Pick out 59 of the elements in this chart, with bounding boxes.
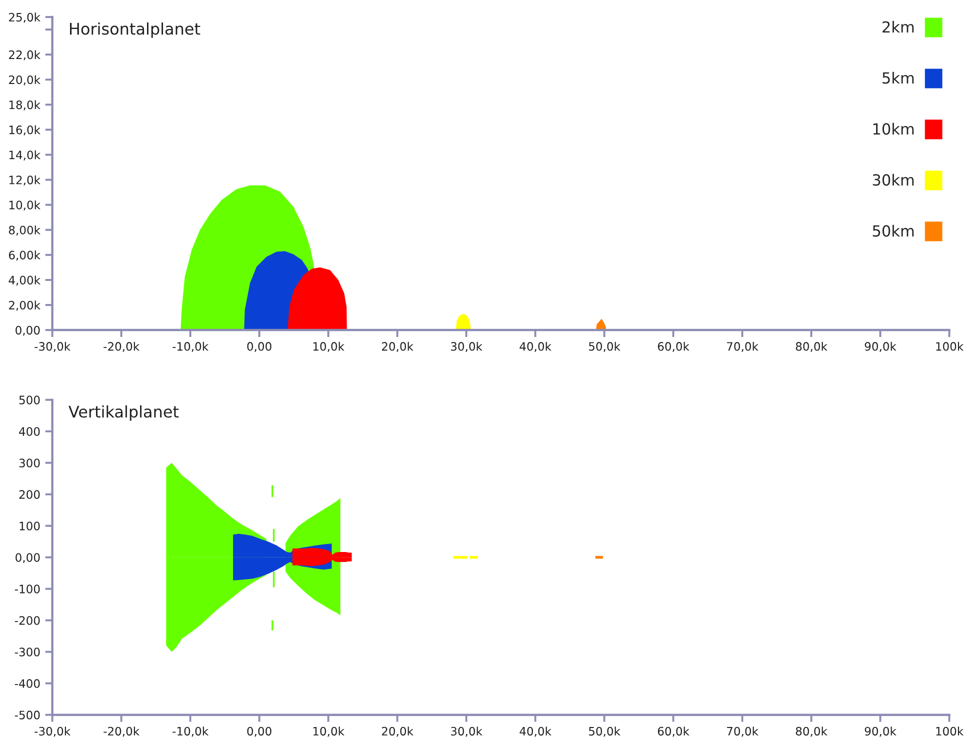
x-tick-label: 80,0k (796, 726, 828, 737)
x-tick-label: -30,0k (34, 726, 71, 737)
y-tick-label: 18,0k (9, 100, 40, 110)
y-tick-label: 2,00k (9, 300, 40, 311)
legend-label: 5km (882, 72, 914, 84)
y-tick-label: 14,0k (9, 150, 40, 160)
x-tick-label: 20,0k (382, 342, 414, 352)
y-tick-label: 22,0k (9, 50, 40, 60)
x-tick-label: 10,0k (313, 342, 344, 352)
x-tick-label: 20,0k (382, 726, 414, 737)
x-tick-label: 100k (936, 342, 964, 351)
y-tick-label: -200 (14, 616, 40, 625)
y-tick-label: 0,00 (16, 553, 40, 564)
x-tick-label: 40,0k (520, 726, 552, 737)
y-tick-label: 10,0k (9, 200, 40, 211)
y-tick-label: 8,00k (8, 225, 40, 236)
x-tick-label: 90,0k (864, 342, 896, 352)
x-tick-label: 50,0k (589, 342, 620, 352)
y-tick-label: 6,00k (8, 250, 40, 261)
legend-label: 2km (882, 20, 914, 33)
y-tick-label: 200 (19, 490, 40, 499)
x-tick-label: 80,0k (796, 342, 828, 352)
y-tick-label: 12,0k (9, 175, 40, 186)
y-tick-label: 0,00 (16, 326, 40, 336)
x-tick-label: 0,00 (247, 342, 272, 352)
x-tick-label: 30,0k (450, 342, 482, 352)
y-tick-label: 25,0k (9, 12, 40, 23)
x-tick-label: 60,0k (658, 342, 690, 352)
x-tick-label: 100k (936, 726, 964, 736)
x-tick-label: -20,0k (104, 726, 140, 737)
legend-label: 50km (872, 224, 914, 237)
y-tick-label: -300 (14, 648, 40, 656)
x-tick-label: 70,0k (727, 342, 758, 352)
y-tick-label: 4,00k (8, 276, 40, 286)
legend-label: 30km (872, 174, 914, 186)
x-tick-label: -30,0k (34, 342, 71, 352)
legend-label: 10km (873, 122, 914, 135)
y-tick-label: 500 (19, 396, 40, 404)
x-tick-label: -10,0k (172, 726, 209, 737)
x-tick-label: 10,0k (313, 726, 344, 737)
y-tick-label: -100 (14, 584, 40, 594)
x-tick-label: 70,0k (727, 726, 758, 737)
y-tick-label: 100 (20, 522, 40, 530)
x-tick-label: 50,0k (589, 726, 620, 737)
y-tick-label: 400 (19, 427, 40, 436)
x-tick-label: -10,0k (172, 342, 209, 352)
chart-title: Vertikalplanet (68, 405, 179, 421)
x-tick-label: 90,0k (864, 726, 896, 737)
y-tick-label: 20,0k (9, 75, 40, 86)
x-tick-label: 0,00 (247, 726, 272, 737)
y-tick-label: 16,0k (9, 125, 40, 136)
x-tick-label: 30,0k (450, 726, 482, 737)
y-tick-label: 300 (19, 458, 40, 468)
x-tick-label: 40,0k (520, 342, 552, 352)
chart-title: Horisontalplanet (70, 22, 200, 38)
y-tick-label: -400 (14, 679, 40, 688)
x-tick-label: -20,0k (104, 342, 140, 352)
y-tick-label: -500 (14, 710, 40, 720)
x-tick-label: 60,0k (658, 726, 690, 737)
